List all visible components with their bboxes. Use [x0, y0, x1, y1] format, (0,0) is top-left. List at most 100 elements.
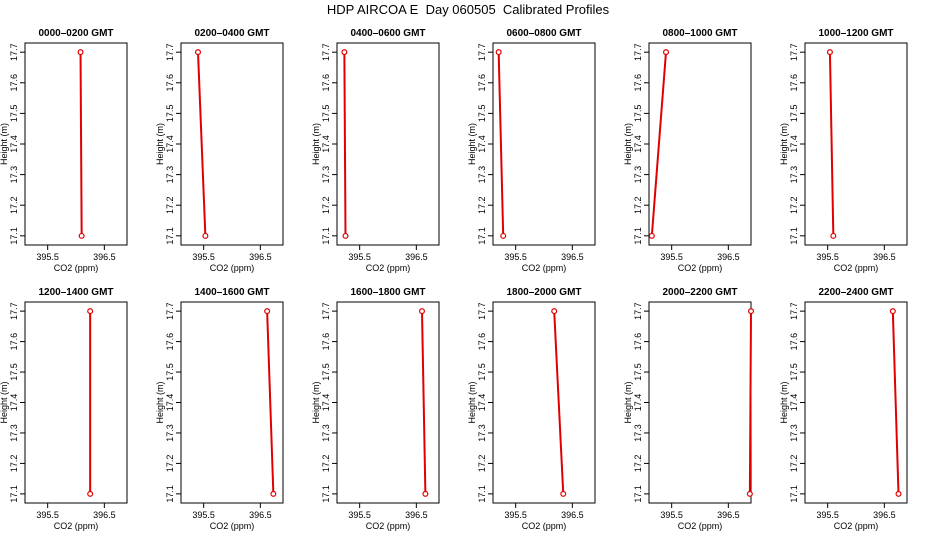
y-axis-label: Height (m) — [779, 123, 789, 165]
chart-panel-5: 0800–1000 GMT 395.5 396.5 17.1 17.2 17.3 17.4 1… — [623, 28, 752, 273]
profile-line — [79, 52, 83, 236]
data-point-1 — [746, 490, 753, 497]
x-tick-label: 395.5 — [36, 510, 59, 520]
panel-title: 0400–0600 GMT — [350, 28, 425, 39]
panel-title: 0000–0200 GMT — [38, 28, 113, 39]
chart-panel-4: 0600–0800 GMT 395.5 396.5 17.1 17.2 17.3 17.4 1… — [467, 28, 596, 273]
y-tick-label: 17.2 — [321, 196, 331, 214]
y-axis-label: Height (m) — [623, 123, 633, 165]
data-point-2 — [662, 49, 669, 56]
chart-panel-2: 0200–0400 GMT 395.5 396.5 17.1 17.2 17.3 17.4 1… — [155, 28, 284, 273]
y-tick-label: 17.4 — [633, 394, 643, 412]
x-tick-label: 396.5 — [405, 510, 428, 520]
x-axis-label: CO2 (ppm) — [366, 263, 411, 273]
y-tick-label: 17.5 — [477, 363, 487, 381]
x-tick-label: 396.5 — [561, 510, 584, 520]
panel-title: 1400–1600 GMT — [194, 287, 269, 298]
x-axis-label: CO2 (ppm) — [210, 263, 255, 273]
x-tick-label: 395.5 — [36, 252, 59, 262]
data-point-2 — [889, 308, 896, 315]
panel-title: 1600–1800 GMT — [350, 287, 425, 298]
y-tick-label: 17.6 — [789, 333, 799, 351]
y-tick-label: 17.1 — [9, 227, 19, 245]
data-point-1 — [830, 232, 837, 239]
x-tick-label: 396.5 — [717, 252, 740, 262]
y-tick-label: 17.2 — [165, 455, 175, 473]
plot-frame — [804, 42, 908, 246]
data-point-2 — [77, 49, 84, 56]
y-tick-label: 17.6 — [633, 333, 643, 351]
y-tick-label: 17.6 — [321, 333, 331, 351]
y-tick-label: 17.3 — [9, 424, 19, 442]
panel-title: 1800–2000 GMT — [506, 287, 581, 298]
y-axis-label: Height (m) — [155, 123, 165, 165]
panel-title: 1200–1400 GMT — [38, 287, 113, 298]
y-tick-label: 17.4 — [321, 394, 331, 412]
y-tick-label: 17.6 — [9, 74, 19, 92]
y-axis-label: Height (m) — [467, 381, 477, 423]
y-tick-label: 17.3 — [633, 424, 643, 442]
y-axis-label: Height (m) — [0, 381, 9, 423]
y-axis-label: Height (m) — [0, 123, 9, 165]
y-tick-label: 17.6 — [165, 74, 175, 92]
chart-panel-6: 1000–1200 GMT 395.5 396.5 17.1 17.2 17.3 17.4 1… — [779, 28, 908, 273]
y-tick-label: 17.7 — [789, 302, 799, 320]
y-axis-label: Height (m) — [467, 123, 477, 165]
x-tick-label: 396.5 — [405, 252, 428, 262]
plot-frame — [648, 301, 752, 504]
y-tick-label: 17.7 — [633, 43, 643, 61]
x-tick-label: 396.5 — [873, 252, 896, 262]
y-tick-label: 17.7 — [165, 43, 175, 61]
plot-frame — [492, 301, 596, 504]
panel-title: 0200–0400 GMT — [194, 28, 269, 39]
y-tick-label: 17.6 — [633, 74, 643, 92]
y-tick-label: 17.4 — [789, 394, 799, 412]
data-point-2 — [747, 308, 754, 315]
data-point-2 — [551, 308, 558, 315]
y-tick-label: 17.3 — [477, 424, 487, 442]
x-axis-label: CO2 (ppm) — [678, 263, 723, 273]
panel-title: 1000–1200 GMT — [818, 28, 893, 39]
x-tick-label: 395.5 — [816, 252, 839, 262]
panel-title: 0800–1000 GMT — [662, 28, 737, 39]
y-tick-label: 17.1 — [321, 485, 331, 503]
y-tick-label: 17.1 — [633, 485, 643, 503]
y-tick-label: 17.3 — [165, 166, 175, 184]
y-tick-label: 17.1 — [633, 227, 643, 245]
y-tick-label: 17.7 — [789, 43, 799, 61]
x-tick-label: 396.5 — [93, 252, 116, 262]
y-tick-label: 17.5 — [477, 105, 487, 123]
chart-panel-11: 2000–2200 GMT 395.5 396.5 17.1 17.2 17.3 17.4 1… — [623, 287, 754, 531]
x-axis-label: CO2 (ppm) — [54, 263, 99, 273]
y-tick-label: 17.5 — [789, 105, 799, 123]
profile-line — [197, 52, 207, 236]
y-tick-label: 17.5 — [789, 363, 799, 381]
x-axis-label: CO2 (ppm) — [834, 521, 879, 531]
plot-frame — [24, 301, 128, 504]
y-tick-label: 17.7 — [321, 302, 331, 320]
profile-line — [343, 52, 347, 236]
y-tick-label: 17.6 — [165, 333, 175, 351]
y-tick-label: 17.2 — [789, 455, 799, 473]
y-tick-label: 17.2 — [477, 455, 487, 473]
data-point-2 — [87, 308, 94, 315]
x-tick-label: 396.5 — [249, 252, 272, 262]
plot-frame — [180, 42, 284, 246]
y-tick-label: 17.1 — [789, 485, 799, 503]
chart-panel-10: 1800–2000 GMT 395.5 396.5 17.1 17.2 17.3 17.4 1… — [467, 287, 596, 531]
panel-title: 2200–2400 GMT — [818, 287, 893, 298]
y-tick-label: 17.7 — [477, 43, 487, 61]
y-tick-label: 17.4 — [633, 135, 643, 153]
y-tick-label: 17.2 — [633, 455, 643, 473]
data-point-2 — [264, 308, 271, 315]
y-tick-label: 17.7 — [477, 302, 487, 320]
y-tick-label: 17.3 — [789, 424, 799, 442]
y-tick-label: 17.6 — [477, 74, 487, 92]
profile-line — [497, 52, 505, 236]
chart-panel-3: 0400–0600 GMT 395.5 396.5 17.1 17.2 17.3 17.4 1… — [311, 28, 440, 273]
y-tick-label: 17.1 — [165, 227, 175, 245]
profile-line — [748, 311, 752, 494]
chart-panel-9: 1600–1800 GMT 395.5 396.5 17.1 17.2 17.3 17.4 1… — [311, 287, 440, 531]
y-tick-label: 17.5 — [9, 363, 19, 381]
